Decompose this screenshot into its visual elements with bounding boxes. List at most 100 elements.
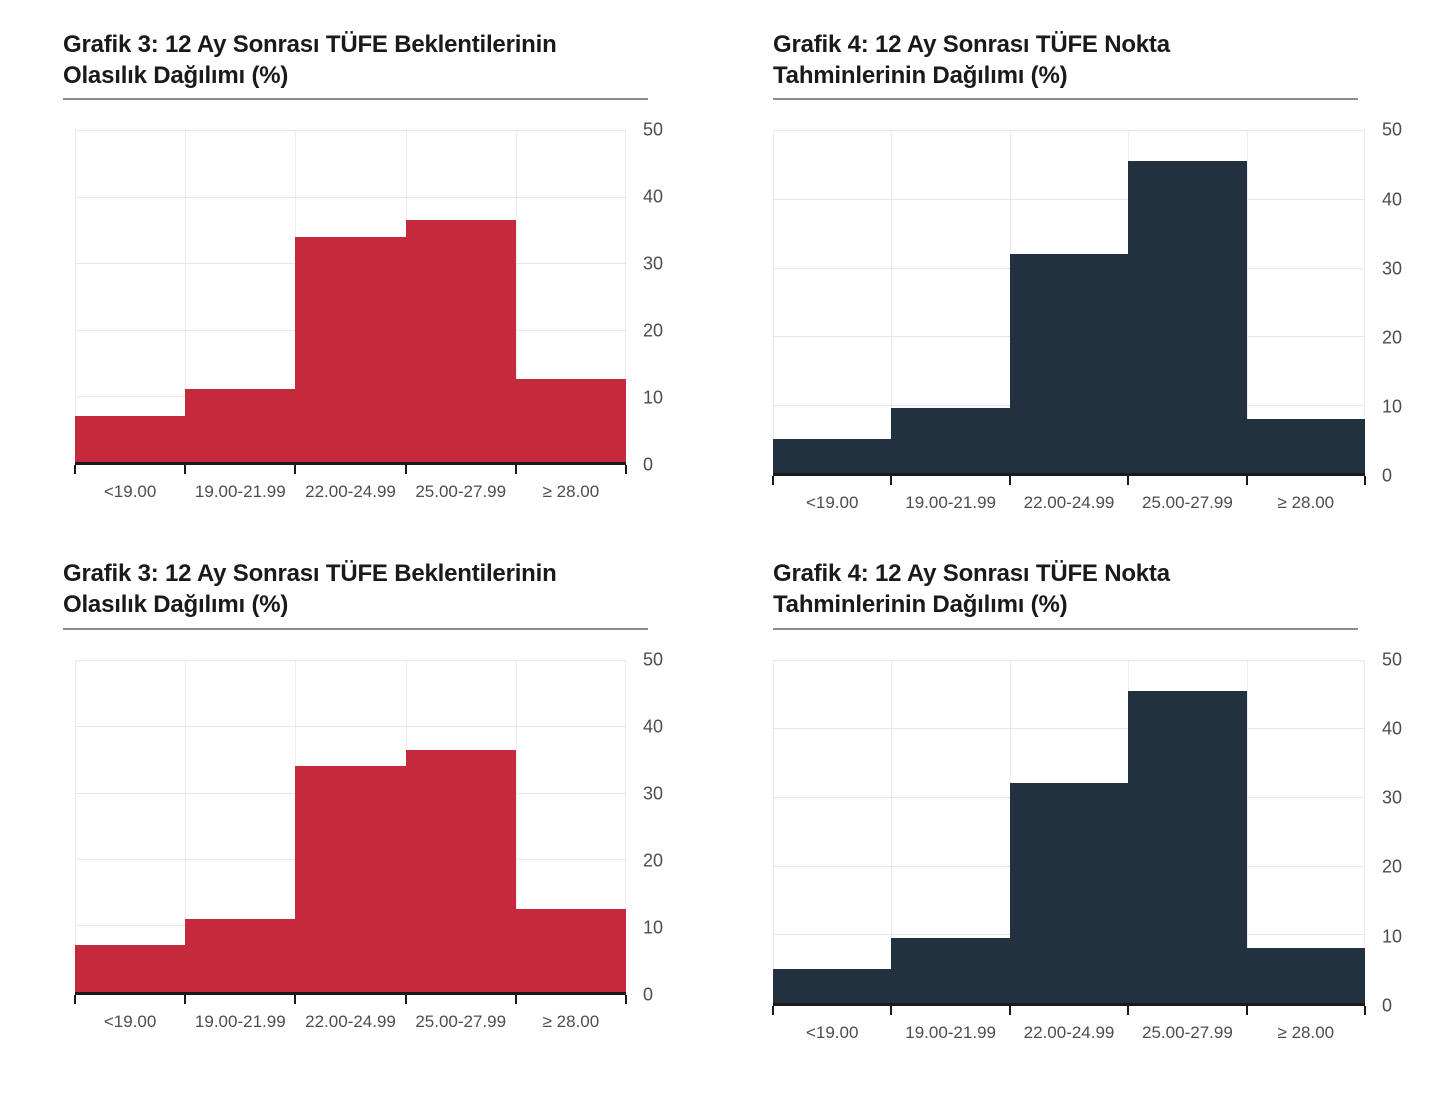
x-tick-label: 22.00-24.99 [305,482,396,502]
plot-column: <19.00 19.00-21.99 22.00-24.99 25.00-27.99 ≥… [74,659,627,1032]
y-tick-label: 0 [643,984,654,1005]
x-tick-label: <19.00 [805,493,859,513]
y-tick-label: 20 [1382,856,1403,877]
x-tick-label: ≥ 28.00 [1277,493,1335,513]
title-underline [63,98,648,101]
chart-title: Grafik 4: 12 Ay Sonrası TÜFE Nokta Tahmi… [773,559,1388,620]
y-tick-label: 40 [1382,189,1403,210]
x-axis-tick [514,994,517,1004]
y-axis-labels: 0 10 20 30 40 50 [1365,120,1423,486]
chart-area: <19.00 19.00-21.99 22.00-24.99 25.00-27.99 ≥… [63,649,678,1032]
x-axis-tick [1127,476,1130,486]
x-axis-labels: <19.00 19.00-21.99 22.00-24.99 25.00-27.99 ≥… [75,1012,626,1032]
chart-grafik3-bottom: Grafik 3: 12 Ay Sonrası TÜFE Beklentiler… [63,559,678,1042]
x-axis-tick [890,1005,893,1015]
x-axis-tick [1364,476,1366,486]
plot-area [74,130,627,475]
bar-19.00-21.99 [185,389,296,463]
x-tick-label: 25.00-27.99 [415,1011,507,1031]
bar-25.00-27.99 [1128,690,1247,1003]
x-axis-tick [890,476,893,486]
x-axis-tick [1008,476,1011,486]
vertical-gridline [773,659,774,1003]
x-axis-tick [294,994,297,1004]
horizontal-gridline [773,659,1365,661]
vertical-gridline [773,130,774,474]
chart-area: <19.00 19.00-21.99 22.00-24.99 25.00-27.99 ≥… [63,120,678,502]
x-tick-label: 22.00-24.99 [305,1011,396,1031]
vertical-gridline [515,659,517,992]
chart-title-line1: Grafik 4: 12 Ay Sonrası TÜFE Nokta [773,560,1170,588]
y-tick-label: 10 [1382,926,1403,947]
bar-25.00-27.99 [405,220,516,463]
plot-area [772,130,1366,486]
y-tick-label: 20 [1382,327,1403,348]
bar-<19.00 [773,439,892,474]
y-tick-label: 0 [643,454,654,475]
chart-title-line1: Grafik 3: 12 Ay Sonrası TÜFE Beklentiler… [63,560,557,588]
y-tick-label: 30 [643,783,664,804]
x-tick-label: 25.00-27.99 [1142,1022,1233,1042]
horizontal-gridline [75,726,626,728]
x-tick-label: 25.00-27.99 [415,482,507,502]
x-axis-tick [404,465,407,475]
vertical-gridline [185,659,187,992]
x-tick-label: 22.00-24.99 [1023,493,1115,513]
bar-22.00-24.99 [1009,783,1129,1003]
y-tick-label: 30 [1382,258,1403,279]
y-tick-label: 40 [643,716,664,737]
x-axis-tick [74,994,76,1004]
chart-title-line2: Tahminlerinin Dağılımı (%) [773,591,1068,619]
bar-22.00-24.99 [1009,253,1129,474]
horizontal-gridline [75,659,626,661]
horizontal-gridline [75,130,626,132]
bar-22.00-24.99 [295,236,406,463]
y-tick-label: 40 [643,186,664,207]
y-tick-label: 30 [643,253,664,274]
bar-≥ 28.00 [1246,948,1365,1003]
chart-title-line1: Grafik 4: 12 Ay Sonrası TÜFE Nokta [773,31,1170,58]
chart-title-line2: Olasılık Dağılımı (%) [63,591,289,619]
vertical-gridline [75,659,76,992]
y-tick-label: 50 [1382,119,1403,140]
bar-<19.00 [75,945,186,992]
y-tick-label: 50 [1382,649,1403,670]
y-tick-label: 50 [643,649,664,670]
horizontal-gridline [773,728,1365,730]
horizontal-gridline [773,130,1365,132]
x-axis-tick [772,476,774,486]
vertical-gridline [1246,659,1248,1003]
x-tick-label: ≥ 28.00 [1277,1022,1335,1042]
vertical-gridline [625,659,626,992]
chart-grafik4-bottom: Grafik 4: 12 Ay Sonrası TÜFE Nokta Tahmi… [772,559,1402,1043]
x-tick-label: 19.00-21.99 [905,1022,996,1042]
x-axis-labels: <19.00 19.00-21.99 22.00-24.99 25.00-27.99 ≥… [773,493,1365,513]
chart-grafik4-top: Grafik 4: 12 Ay Sonrası TÜFE Nokta Tahmi… [772,30,1402,513]
x-tick-label: 19.00-21.99 [905,493,996,513]
bar-<19.00 [75,415,186,463]
title-underline [63,627,648,630]
x-axis-tick [184,994,187,1004]
y-tick-label: 30 [1382,787,1403,808]
bar-22.00-24.99 [295,766,406,992]
y-tick-label: 10 [643,387,664,408]
y-tick-label: 40 [1382,718,1403,739]
x-tick-label: <19.00 [103,482,157,502]
bar-<19.00 [773,968,892,1003]
chart-area: <19.00 19.00-21.99 22.00-24.99 25.00-27.99 ≥… [772,649,1402,1043]
x-axis-tick [294,465,297,475]
bar-19.00-21.99 [891,937,1010,1003]
x-tick-label: ≥ 28.00 [542,482,600,502]
chart-title-line1: Grafik 3: 12 Ay Sonrası TÜFE Beklentiler… [63,31,557,58]
y-axis-labels: 0 10 20 30 40 50 [1365,649,1423,1015]
chart-title-line2: Tahminlerinin Dağılımı (%) [773,61,1068,89]
x-tick-label: 22.00-24.99 [1023,1022,1115,1042]
chart-grafik3-top: Grafik 3: 12 Ay Sonrası TÜFE Beklentiler… [63,30,678,513]
plot-column: <19.00 19.00-21.99 22.00-24.99 25.00-27.99 ≥… [772,659,1366,1043]
title-underline [773,98,1358,101]
bar-≥ 28.00 [515,908,626,992]
x-axis-tick [1008,1005,1011,1015]
x-tick-label: ≥ 28.00 [542,1011,600,1031]
x-tick-label: 19.00-21.99 [194,1011,286,1031]
